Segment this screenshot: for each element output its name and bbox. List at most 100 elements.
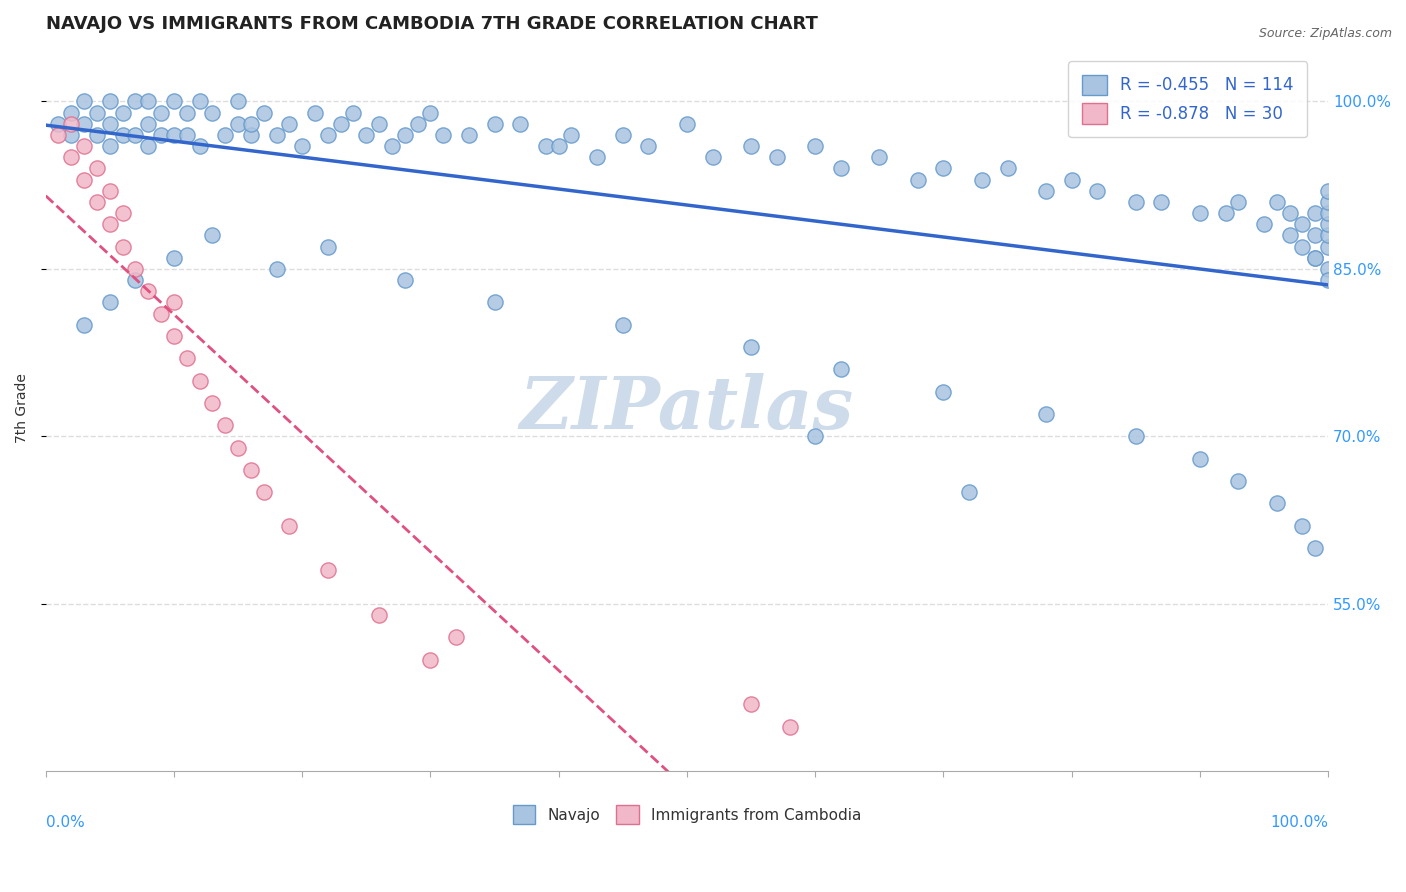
Point [86, 128, 108, 142]
Point [239, 117, 262, 131]
Point [163, 251, 186, 265]
Point [124, 273, 146, 287]
Point [150, 105, 173, 120]
Point [1317, 239, 1340, 253]
Point [740, 139, 762, 153]
Point [1317, 184, 1340, 198]
Point [1188, 206, 1211, 220]
Point [150, 307, 173, 321]
Point [136, 117, 159, 131]
Point [253, 105, 276, 120]
Point [1253, 217, 1275, 231]
Point [740, 698, 762, 712]
Point [1317, 217, 1340, 231]
Point [111, 128, 134, 142]
Point [1215, 206, 1237, 220]
Point [60, 128, 83, 142]
Point [830, 161, 852, 176]
Point [60, 117, 83, 131]
Point [932, 161, 955, 176]
Point [316, 239, 339, 253]
Point [1305, 206, 1327, 220]
Point [1278, 228, 1301, 243]
Point [1227, 194, 1250, 209]
Point [188, 374, 211, 388]
Point [98, 217, 121, 231]
Point [98, 184, 121, 198]
Point [226, 441, 249, 455]
Point [1291, 217, 1313, 231]
Point [329, 117, 352, 131]
Point [932, 384, 955, 399]
Point [586, 150, 609, 164]
Point [163, 295, 186, 310]
Point [124, 128, 146, 142]
Text: NAVAJO VS IMMIGRANTS FROM CAMBODIA 7TH GRADE CORRELATION CHART: NAVAJO VS IMMIGRANTS FROM CAMBODIA 7TH G… [45, 15, 817, 33]
Point [60, 150, 83, 164]
Point [214, 418, 236, 433]
Point [957, 485, 980, 500]
Point [1125, 194, 1147, 209]
Point [432, 128, 454, 142]
Point [316, 563, 339, 577]
Point [1035, 184, 1057, 198]
Point [86, 194, 108, 209]
Point [278, 518, 301, 533]
Point [457, 128, 479, 142]
Point [266, 262, 288, 277]
Point [253, 485, 276, 500]
Point [868, 150, 890, 164]
Point [637, 139, 659, 153]
Point [98, 95, 121, 109]
Point [111, 105, 134, 120]
Point [1227, 474, 1250, 488]
Point [111, 239, 134, 253]
Point [1305, 541, 1327, 555]
Point [1317, 206, 1340, 220]
Point [970, 172, 993, 186]
Point [676, 117, 699, 131]
Point [136, 139, 159, 153]
Point [98, 139, 121, 153]
Point [201, 105, 224, 120]
Point [612, 318, 634, 332]
Point [48, 128, 70, 142]
Point [304, 105, 326, 120]
Point [176, 105, 198, 120]
Point [124, 95, 146, 109]
Point [394, 273, 416, 287]
Point [1085, 184, 1108, 198]
Point [163, 329, 186, 343]
Point [226, 117, 249, 131]
Point [1125, 429, 1147, 443]
Point [73, 318, 96, 332]
Point [1317, 228, 1340, 243]
Point [907, 172, 929, 186]
Point [1060, 172, 1083, 186]
Point [188, 139, 211, 153]
Point [394, 128, 416, 142]
Point [111, 206, 134, 220]
Point [1317, 273, 1340, 287]
Point [509, 117, 531, 131]
Legend: Navajo, Immigrants from Cambodia: Navajo, Immigrants from Cambodia [501, 793, 873, 837]
Point [73, 172, 96, 186]
Point [356, 128, 378, 142]
Point [612, 128, 634, 142]
Point [278, 117, 301, 131]
Point [98, 295, 121, 310]
Point [804, 139, 827, 153]
Point [214, 128, 236, 142]
Point [406, 117, 429, 131]
Point [239, 463, 262, 477]
Point [779, 720, 801, 734]
Y-axis label: 7th Grade: 7th Grade [15, 374, 30, 443]
Point [1265, 496, 1288, 510]
Point [1317, 194, 1340, 209]
Point [368, 117, 391, 131]
Point [804, 429, 827, 443]
Point [316, 128, 339, 142]
Text: Source: ZipAtlas.com: Source: ZipAtlas.com [1258, 27, 1392, 40]
Point [48, 117, 70, 131]
Point [368, 608, 391, 623]
